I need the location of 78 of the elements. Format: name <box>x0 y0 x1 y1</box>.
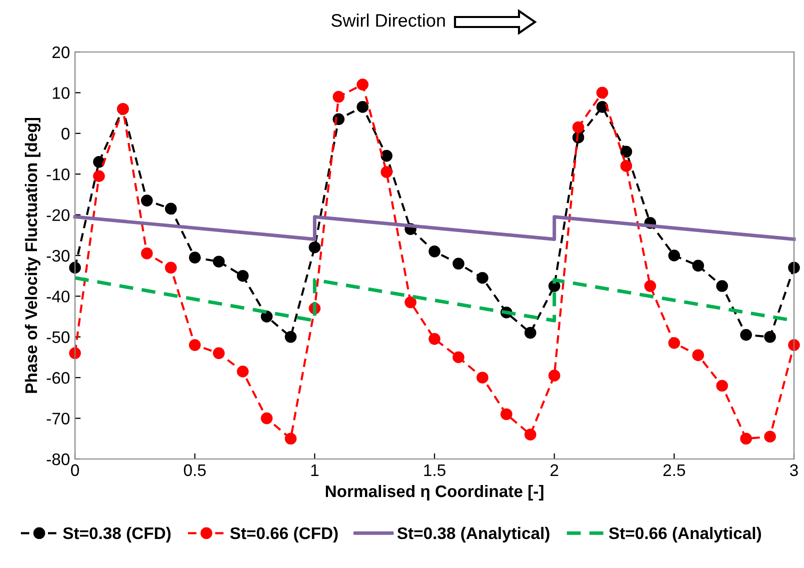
y-tick-label: -40 <box>46 290 70 302</box>
point <box>500 408 512 420</box>
point <box>260 310 273 322</box>
legend-label: St=0.38 (CFD) <box>63 526 171 542</box>
point <box>572 121 584 134</box>
point <box>740 328 752 341</box>
point <box>668 250 680 262</box>
point <box>356 78 369 90</box>
y-tick-label: -10 <box>46 168 70 180</box>
point <box>212 256 225 268</box>
point <box>692 260 704 272</box>
x-tick-label: 0.5 <box>184 464 206 476</box>
point <box>668 337 680 349</box>
y-tick-label: -80 <box>46 453 70 466</box>
point <box>428 246 440 258</box>
point <box>69 347 81 360</box>
point <box>140 194 153 206</box>
point <box>69 262 81 274</box>
point <box>236 366 249 378</box>
point <box>188 252 201 264</box>
point <box>716 280 728 292</box>
point <box>428 333 440 345</box>
y-tick-label: -60 <box>46 372 70 384</box>
text: Swirl Direction <box>331 14 445 27</box>
x-tick-label: 2.5 <box>663 464 686 476</box>
point <box>93 170 105 182</box>
point <box>140 248 153 260</box>
point <box>308 241 321 254</box>
point <box>93 156 105 168</box>
point <box>332 90 345 103</box>
x-tick-label: 1 <box>311 464 318 476</box>
point <box>380 166 392 178</box>
point <box>476 272 488 284</box>
point <box>764 430 776 443</box>
legend-label: St=0.38 (Analytical) <box>397 526 550 542</box>
y-tick-label: 10 <box>52 87 70 99</box>
y-axis-title: Phase of Velocity Fluctuation [deg] <box>24 118 40 393</box>
point <box>524 428 536 440</box>
point <box>692 349 704 362</box>
x-tick-label: 0 <box>71 464 79 476</box>
x-axis-title: Normalised η Coordinate [-] <box>326 484 544 500</box>
legend-label: St=0.66 (CFD) <box>230 526 338 542</box>
point <box>284 432 297 445</box>
x-tick-label: 1.5 <box>424 464 446 476</box>
point <box>644 280 656 292</box>
point <box>476 372 488 384</box>
y-tick-label: -50 <box>46 331 70 344</box>
point <box>212 347 225 360</box>
y-tick-label: -70 <box>46 412 70 425</box>
point <box>284 330 297 343</box>
point <box>188 339 201 351</box>
point <box>548 370 560 382</box>
point <box>380 150 392 162</box>
x-tick-label: 3 <box>790 464 798 476</box>
point <box>788 262 800 274</box>
x-tick-label: 2 <box>550 464 558 476</box>
y-tick-label: 0 <box>62 128 70 140</box>
y-tick-label: 20 <box>52 46 70 58</box>
point <box>164 262 177 274</box>
point <box>620 146 632 158</box>
y-tick-label: -30 <box>46 250 70 262</box>
point <box>404 296 416 308</box>
point <box>260 412 273 424</box>
point <box>596 86 608 99</box>
point <box>356 101 369 113</box>
legend-label: St=0.66 (Analytical) <box>608 526 761 542</box>
point <box>164 202 177 215</box>
point <box>788 339 800 351</box>
point <box>716 380 728 392</box>
y-tick-label: -20 <box>46 209 70 222</box>
point <box>740 432 752 445</box>
point <box>236 270 249 282</box>
point <box>764 330 776 343</box>
point <box>452 351 464 364</box>
point <box>452 258 464 270</box>
point <box>596 101 608 113</box>
point <box>524 326 536 339</box>
point <box>620 160 632 172</box>
